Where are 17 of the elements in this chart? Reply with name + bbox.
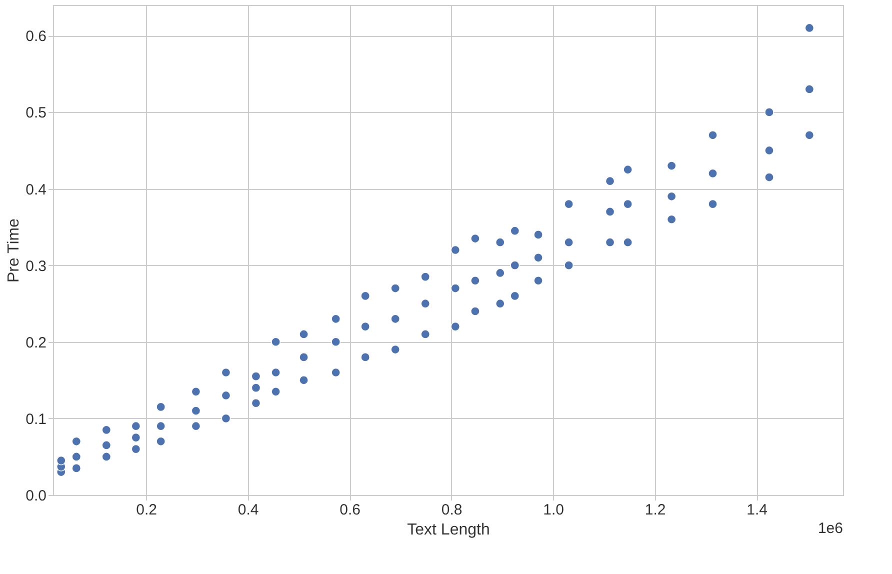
x-tick-label: 0.6 — [340, 502, 360, 518]
x-tick-label: 1.2 — [644, 502, 666, 518]
x-tick-label: 0.4 — [238, 502, 259, 518]
x-tick-label: 0.2 — [136, 502, 158, 518]
x-tick-label: 1.0 — [543, 502, 564, 518]
x-tick-label: 0.8 — [441, 502, 462, 518]
y-tick-label: 0.1 — [26, 410, 46, 428]
text: 1e6 — [818, 520, 843, 537]
y-tick-label: 0.3 — [26, 258, 46, 275]
y-tick-label: 0.5 — [26, 104, 46, 122]
y-tick-label: 0.0 — [26, 488, 46, 504]
y-axis-title: Pre Time — [6, 218, 23, 283]
x-axis-title: Text Length — [407, 522, 490, 538]
x-tick-label: 1.4 — [746, 502, 768, 518]
y-tick-label: 0.6 — [26, 28, 46, 46]
y-tick-label: 0.2 — [26, 334, 46, 352]
y-tick-label: 0.4 — [26, 181, 46, 198]
